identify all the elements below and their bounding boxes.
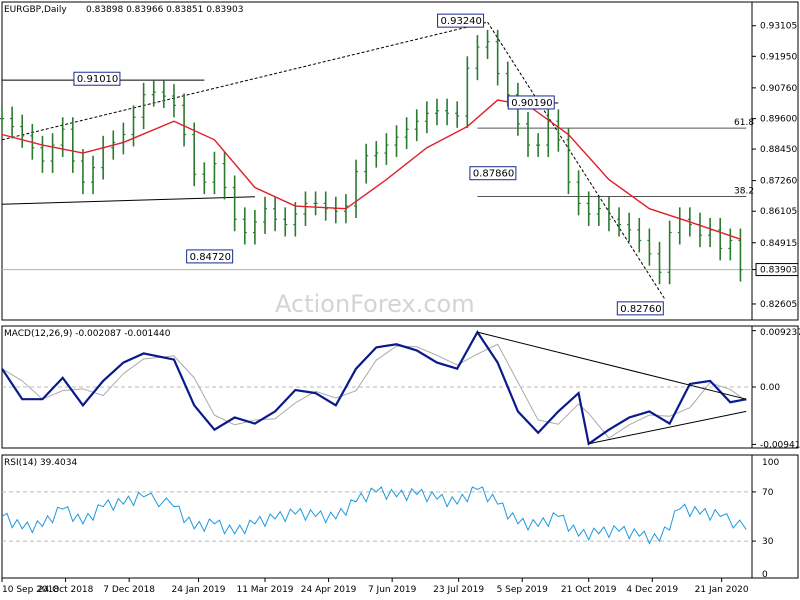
price-ohlc-readout: 0.83898 0.83966 0.83851 0.83903 bbox=[86, 5, 243, 15]
macd-signal-line bbox=[1, 343, 747, 439]
annotation-box-5 bbox=[616, 301, 664, 316]
macd-trendline-1 bbox=[588, 410, 747, 445]
rsi-line bbox=[1, 486, 747, 545]
annotation-label-2: 0.93240 bbox=[441, 16, 482, 27]
price-ytick-label-2: 0.90760 bbox=[760, 84, 797, 94]
macd-trendline-0 bbox=[477, 331, 747, 400]
annotation-box-4 bbox=[469, 166, 517, 181]
annotation-box-2 bbox=[437, 13, 485, 28]
annotation-label-0: 0.91010 bbox=[77, 74, 118, 85]
watermark-text: ActionForex.com bbox=[275, 290, 475, 318]
macd-ytick-label-2: -0.009413 bbox=[760, 440, 800, 450]
annotation-box-1 bbox=[186, 249, 234, 264]
annotation-label-4: 0.87860 bbox=[473, 169, 514, 180]
price-ytick-label-6: 0.86105 bbox=[760, 207, 797, 217]
rsi-ytick-label-3: 0 bbox=[762, 570, 768, 580]
price-ytick-label-7: 0.84915 bbox=[760, 239, 797, 249]
watermark: ActionForex.com bbox=[275, 290, 475, 318]
price-title: EURGBP,Daily bbox=[4, 5, 67, 15]
rsi-ytick-label-1: 70 bbox=[762, 488, 774, 498]
x-tick-label-4: 11 Mar 2019 bbox=[236, 585, 293, 595]
fib-label-38.2: 38.2 bbox=[734, 187, 754, 197]
macd-line bbox=[1, 329, 747, 446]
rsi-title: RSI(14) 39.4034 bbox=[4, 458, 77, 468]
price-ytick-label-0: 0.93105 bbox=[760, 22, 797, 32]
macd-ytick-label-1: 0.00 bbox=[760, 383, 780, 393]
x-tick-label-8: 5 Sep 2019 bbox=[497, 585, 549, 595]
x-tick-label-5: 24 Apr 2019 bbox=[301, 585, 357, 595]
annotation-box-3 bbox=[507, 95, 555, 110]
price-ytick-label-9: 0.82605 bbox=[760, 300, 797, 310]
current-price-label: 0.83903 bbox=[760, 266, 797, 276]
macd-ytick-label-0: 0.009237 bbox=[760, 328, 800, 338]
rsi-ytick-label-2: 30 bbox=[762, 537, 774, 547]
panel-titles: EURGBP,Daily 0.83898 0.83966 0.83851 0.8… bbox=[4, 5, 243, 468]
macd-title: MACD(12,26,9) -0.002087 -0.001440 bbox=[4, 329, 171, 339]
rsi-panel: 100 70 30 0 bbox=[1, 454, 799, 580]
annotation-label-3: 0.90190 bbox=[511, 98, 552, 109]
annotation-label-1: 0.84720 bbox=[190, 252, 231, 263]
current-price-box bbox=[755, 263, 799, 277]
macd-panel: 0.009237 0.00 -0.009413 bbox=[1, 325, 800, 450]
price-ytick-label-3: 0.89600 bbox=[760, 115, 797, 125]
rsi-ytick-label-0: 100 bbox=[762, 458, 779, 468]
price-trendline-3 bbox=[1, 196, 255, 205]
x-tick-label-9: 21 Oct 2019 bbox=[561, 585, 617, 595]
annotation-box-0 bbox=[73, 71, 121, 86]
price-ytick-label-5: 0.87260 bbox=[760, 177, 797, 187]
x-tick-label-7: 23 Jul 2019 bbox=[433, 585, 484, 595]
fib-label-61.8: 61.8 bbox=[734, 118, 754, 128]
x-tick-label-11: 21 Jan 2020 bbox=[695, 585, 749, 595]
price-ytick-label-4: 0.88450 bbox=[760, 145, 797, 155]
x-tick-label-3: 24 Jan 2019 bbox=[172, 585, 226, 595]
x-tick-label-0: 10 Sep 2018 bbox=[2, 585, 59, 595]
x-tick-label-1: 24 Oct 2018 bbox=[38, 585, 94, 595]
x-tick-label-6: 7 Jun 2019 bbox=[368, 585, 417, 595]
price-ytick-label-1: 0.91950 bbox=[760, 52, 797, 62]
price-panel: 0.93105 0.91950 0.90760 0.89600 0.88450 0.872… bbox=[0, 1, 799, 321]
moving-average-line bbox=[1, 99, 741, 240]
price-frame bbox=[1, 1, 799, 321]
x-tick-label-10: 4 Dec 2019 bbox=[626, 585, 678, 595]
x-tick-label-2: 7 Dec 2018 bbox=[103, 585, 155, 595]
annotation-label-5: 0.82760 bbox=[620, 304, 661, 315]
price-trendline-0 bbox=[1, 21, 488, 141]
